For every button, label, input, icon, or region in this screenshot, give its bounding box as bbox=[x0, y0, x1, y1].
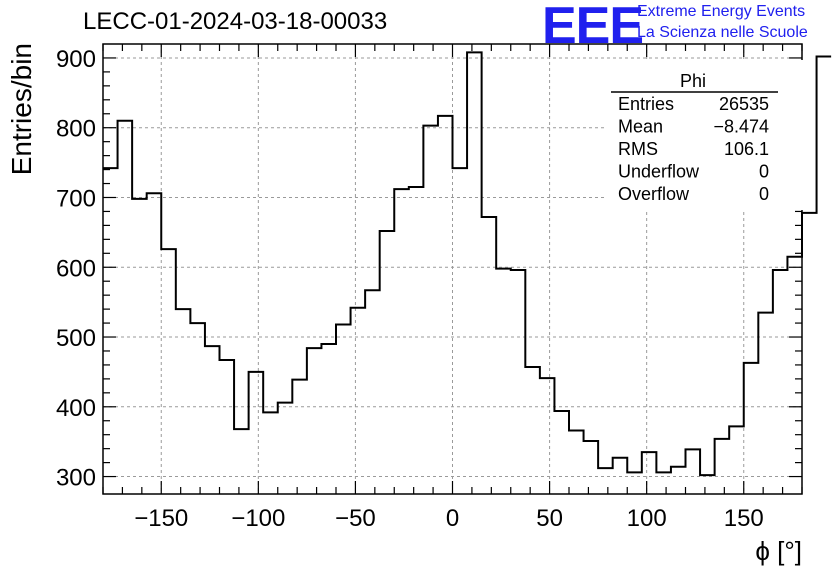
x-tick-label: 50 bbox=[536, 505, 563, 532]
histogram-bin bbox=[627, 472, 642, 494]
histogram-bin bbox=[307, 348, 322, 494]
y-tick-label: 300 bbox=[56, 465, 96, 492]
stats-value: 0 bbox=[759, 184, 769, 204]
histogram-bin bbox=[787, 257, 802, 494]
histogram-bin bbox=[584, 441, 599, 494]
histogram-bin bbox=[554, 411, 569, 494]
histogram-bin bbox=[438, 116, 453, 494]
histogram-bin bbox=[336, 324, 351, 494]
histogram-bin bbox=[176, 309, 191, 494]
histogram-bin bbox=[700, 475, 715, 494]
logo-line-1: Extreme Energy Events bbox=[637, 3, 806, 20]
histogram-bin bbox=[656, 472, 671, 494]
y-tick-label: 500 bbox=[56, 325, 96, 352]
histogram-bin bbox=[205, 346, 220, 494]
histogram-bin bbox=[321, 344, 336, 494]
histogram-bin bbox=[234, 429, 249, 494]
histogram-bin bbox=[103, 168, 118, 494]
histogram-bin bbox=[453, 168, 468, 494]
histogram-bin bbox=[496, 269, 511, 494]
histogram-bin bbox=[715, 439, 730, 494]
histogram-bin bbox=[613, 458, 628, 494]
y-tick-label: 600 bbox=[56, 255, 96, 282]
stats-label: Entries bbox=[618, 94, 674, 114]
histogram-bin bbox=[161, 249, 176, 494]
stats-label: RMS bbox=[618, 139, 658, 159]
histogram-bin bbox=[118, 121, 133, 494]
histogram-bin bbox=[423, 126, 438, 494]
histogram-bin bbox=[132, 199, 147, 494]
histogram-bin bbox=[598, 468, 613, 494]
x-tick-label: 100 bbox=[627, 505, 667, 532]
histogram-bin bbox=[744, 363, 759, 494]
histogram-line bbox=[103, 51, 832, 477]
chart-title: LECC-01-2024-03-18-00033 bbox=[83, 8, 388, 35]
x-tick-label: −150 bbox=[134, 505, 188, 532]
histogram-bin bbox=[292, 380, 307, 494]
histogram-bin bbox=[729, 426, 744, 494]
stats-label: Overflow bbox=[618, 184, 690, 204]
y-tick-label: 700 bbox=[56, 185, 96, 212]
stats-value: 26535 bbox=[719, 94, 769, 114]
histogram-series bbox=[103, 51, 832, 494]
histogram-bin bbox=[511, 270, 526, 494]
x-tick-label: 0 bbox=[446, 505, 459, 532]
x-tick-label: −50 bbox=[335, 505, 376, 532]
histogram-bin bbox=[409, 187, 424, 494]
histogram-bin bbox=[365, 290, 380, 494]
x-tick-label: −100 bbox=[231, 505, 285, 532]
histogram-bin bbox=[525, 367, 540, 494]
histogram-bin bbox=[540, 378, 555, 494]
x-axis-label: ϕ [°] bbox=[755, 536, 802, 566]
stats-label: Underflow bbox=[618, 162, 700, 182]
histogram-bin bbox=[569, 431, 584, 494]
histogram-bin bbox=[686, 449, 701, 494]
histogram-bin bbox=[773, 270, 788, 494]
histogram-bin bbox=[380, 231, 395, 494]
y-tick-label: 800 bbox=[56, 116, 96, 143]
stats-value: 106.1 bbox=[724, 139, 769, 159]
histogram-bin bbox=[147, 193, 162, 494]
histogram-bin bbox=[278, 403, 293, 494]
y-tick-label: 400 bbox=[56, 395, 96, 422]
x-tick-label: 150 bbox=[724, 505, 764, 532]
y-tick-label: 900 bbox=[56, 46, 96, 73]
histogram-bin bbox=[249, 372, 264, 494]
stats-box: Phi Entries 26535 Mean −8.474 RMS 106.1 Underf… bbox=[607, 60, 805, 210]
stats-value: 0 bbox=[759, 162, 769, 182]
histogram-bin bbox=[758, 313, 773, 494]
histogram-bin bbox=[467, 52, 482, 494]
y-axis-label: Entries/bin bbox=[6, 43, 37, 175]
histogram-bin bbox=[802, 213, 817, 494]
histogram-bin bbox=[220, 360, 235, 494]
stats-label: Mean bbox=[618, 117, 663, 137]
histogram-bin bbox=[263, 412, 278, 494]
stats-value: −8.474 bbox=[713, 117, 769, 137]
histogram-bin bbox=[190, 323, 205, 494]
histogram-bin bbox=[394, 189, 409, 494]
histogram-bin bbox=[671, 467, 686, 494]
histogram-bin bbox=[817, 57, 832, 494]
histogram-bin bbox=[351, 308, 366, 494]
logo-line-2: La Scienza nelle Scuole bbox=[637, 24, 808, 41]
stats-header: Phi bbox=[680, 71, 706, 91]
histogram-bin bbox=[482, 217, 497, 494]
histogram-bin bbox=[642, 452, 657, 494]
axis-tick-labels: −150 −100 −50 0 50 100 150 300 400 500 600 700 800 90… bbox=[56, 46, 764, 532]
